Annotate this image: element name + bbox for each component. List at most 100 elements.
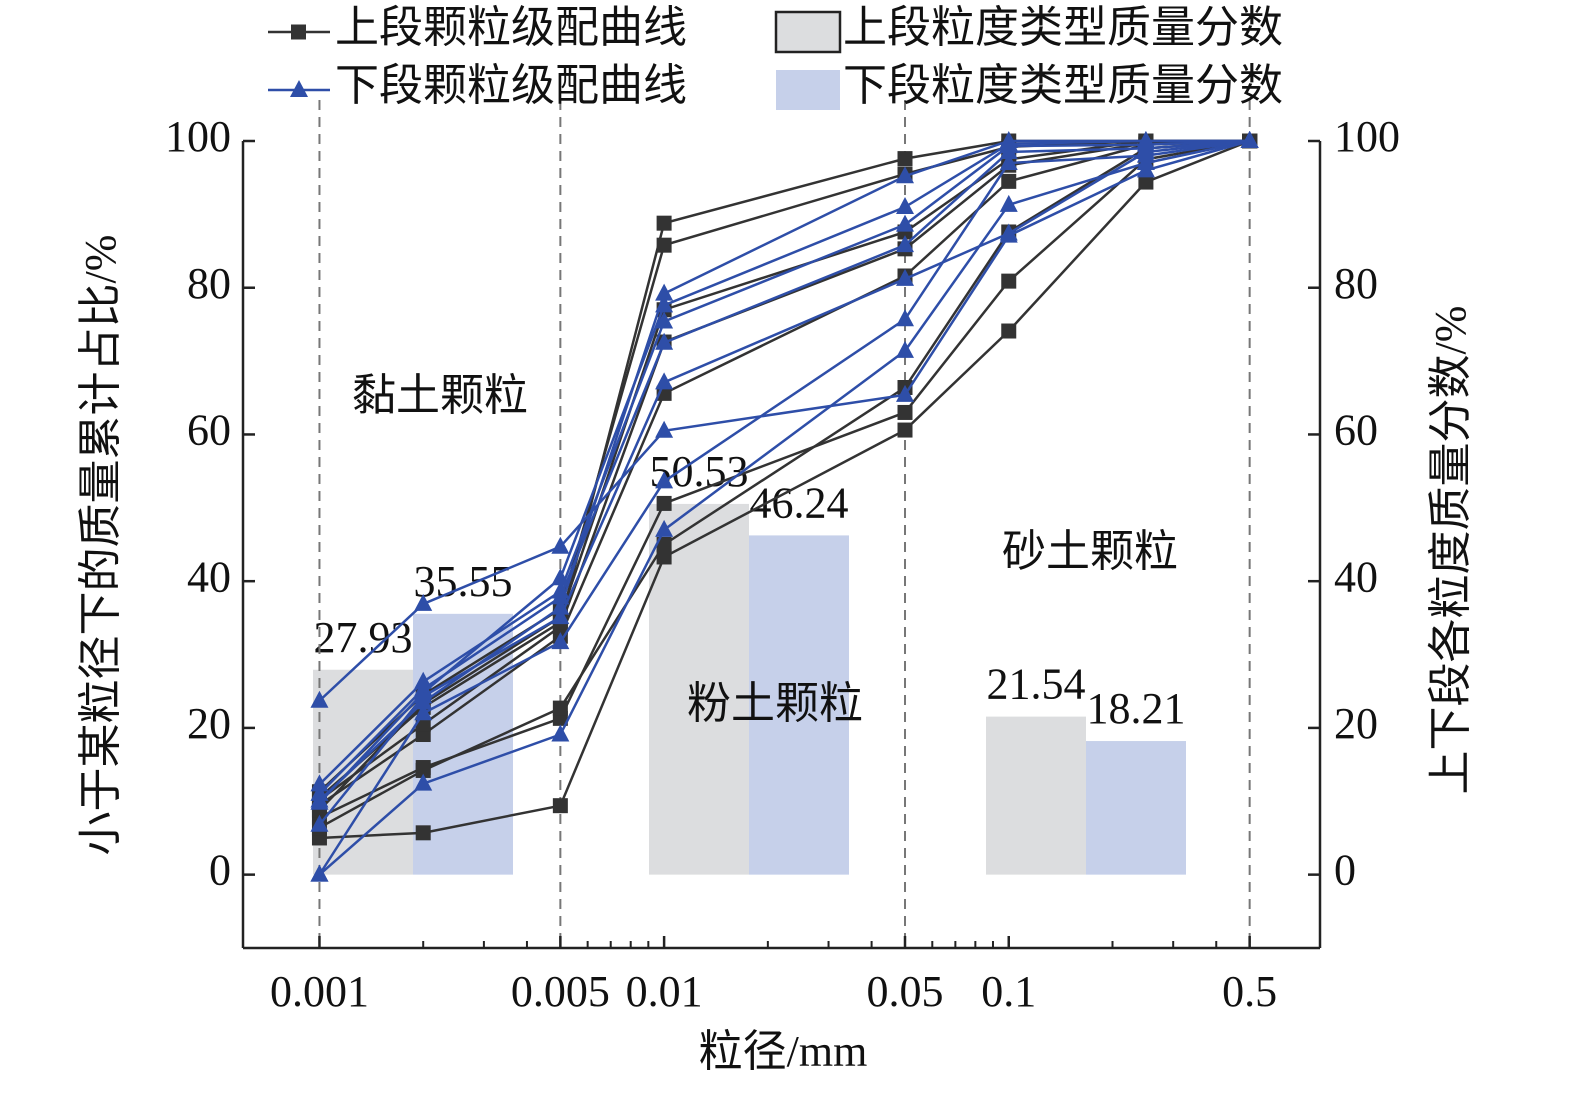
marker [551,724,570,742]
marker [896,268,915,286]
marker [896,214,915,232]
x-tick-label: 0.5 [1222,967,1277,1016]
marker [551,607,570,625]
marker [1136,131,1155,148]
marker [656,495,672,511]
marker [655,332,674,350]
region-label: 砂土颗粒 [1002,527,1178,576]
legend-swatch [774,10,842,54]
x-tick-label: 0.1 [981,967,1036,1016]
bar [986,716,1086,875]
marker [655,311,674,329]
marker [551,536,570,554]
y-tick-label: 60 [187,406,231,455]
marker [896,197,915,215]
marker [551,581,570,599]
bar-value-label: 18.21 [1087,684,1186,733]
marker [999,223,1018,241]
marker [414,682,433,700]
marker [551,568,570,586]
marker [414,671,433,689]
y-tick-label: 80 [187,259,231,308]
legend-label: 下段颗粒级配曲线 [335,61,687,110]
curve [318,139,1250,876]
x-axis-title: 粒径/mm [699,1027,868,1076]
bar [649,503,749,875]
marker [551,632,570,650]
marker [897,422,913,438]
marker [999,153,1018,171]
legend-label: 下段粒度类型质量分数 [843,61,1283,110]
curve [318,139,1250,702]
marker [897,151,913,167]
legend-marker [291,24,306,40]
marker [310,864,329,882]
marker [310,774,329,792]
marker [655,420,674,438]
curve [318,139,1250,802]
curve [318,139,1250,829]
marker [415,825,431,841]
marker [415,762,431,778]
marker [656,549,672,565]
bar-value-label: 35.55 [414,557,513,606]
marker [656,237,672,253]
marker [552,798,568,814]
y-tick-label: 100 [165,112,231,161]
y-tick-label: 0 [209,846,231,895]
y2-tick-label: 40 [1334,552,1378,601]
legend-label: 上段粒度类型质量分数 [843,3,1283,52]
marker [1001,323,1017,339]
y-tick-label: 40 [187,552,231,601]
x-tick-label: 0.01 [626,967,703,1016]
marker [655,519,674,537]
marker [999,194,1018,212]
marker [310,690,329,708]
marker [655,372,674,390]
marker [896,384,915,402]
marker [310,814,329,832]
marker [1001,273,1017,289]
x-tick-label: 0.005 [511,967,610,1016]
legend-marker [290,80,308,97]
curve [318,139,1250,786]
marker [1240,131,1259,148]
y-axis-title: 小于某粒径下的质量累计占比/% [76,235,125,856]
curve [319,139,1251,840]
marker [896,309,915,327]
marker [1138,174,1154,190]
bar-value-label: 50.53 [650,447,749,496]
y-tick-label: 20 [187,699,231,748]
curve [318,139,1250,806]
bar [1086,741,1186,875]
legend-label: 上段颗粒级配曲线 [335,3,687,52]
marker [552,700,568,716]
marker [310,790,329,808]
x-tick-label: 0.05 [867,967,944,1016]
marker [999,131,1018,148]
marker [414,703,433,721]
curve [318,139,1250,801]
y2-tick-label: 80 [1334,259,1378,308]
y2-tick-label: 0 [1334,846,1356,895]
bar-value-label: 27.93 [314,613,413,662]
x-tick-label: 0.001 [270,967,369,1016]
marker [896,340,915,358]
y2-tick-label: 100 [1334,112,1400,161]
bar-value-label: 21.54 [987,660,1086,709]
marker [655,295,674,313]
marker [656,537,672,552]
y2-tick-label: 20 [1334,699,1378,748]
marker [414,692,433,710]
curve [318,139,1250,826]
marker [414,773,433,791]
marker [896,235,915,253]
y2-tick-label: 60 [1334,406,1378,455]
region-label: 粉土颗粒 [687,679,863,728]
curve [318,139,1250,876]
marker [896,166,915,184]
marker [897,404,913,420]
marker [1001,173,1017,189]
marker [655,471,674,489]
